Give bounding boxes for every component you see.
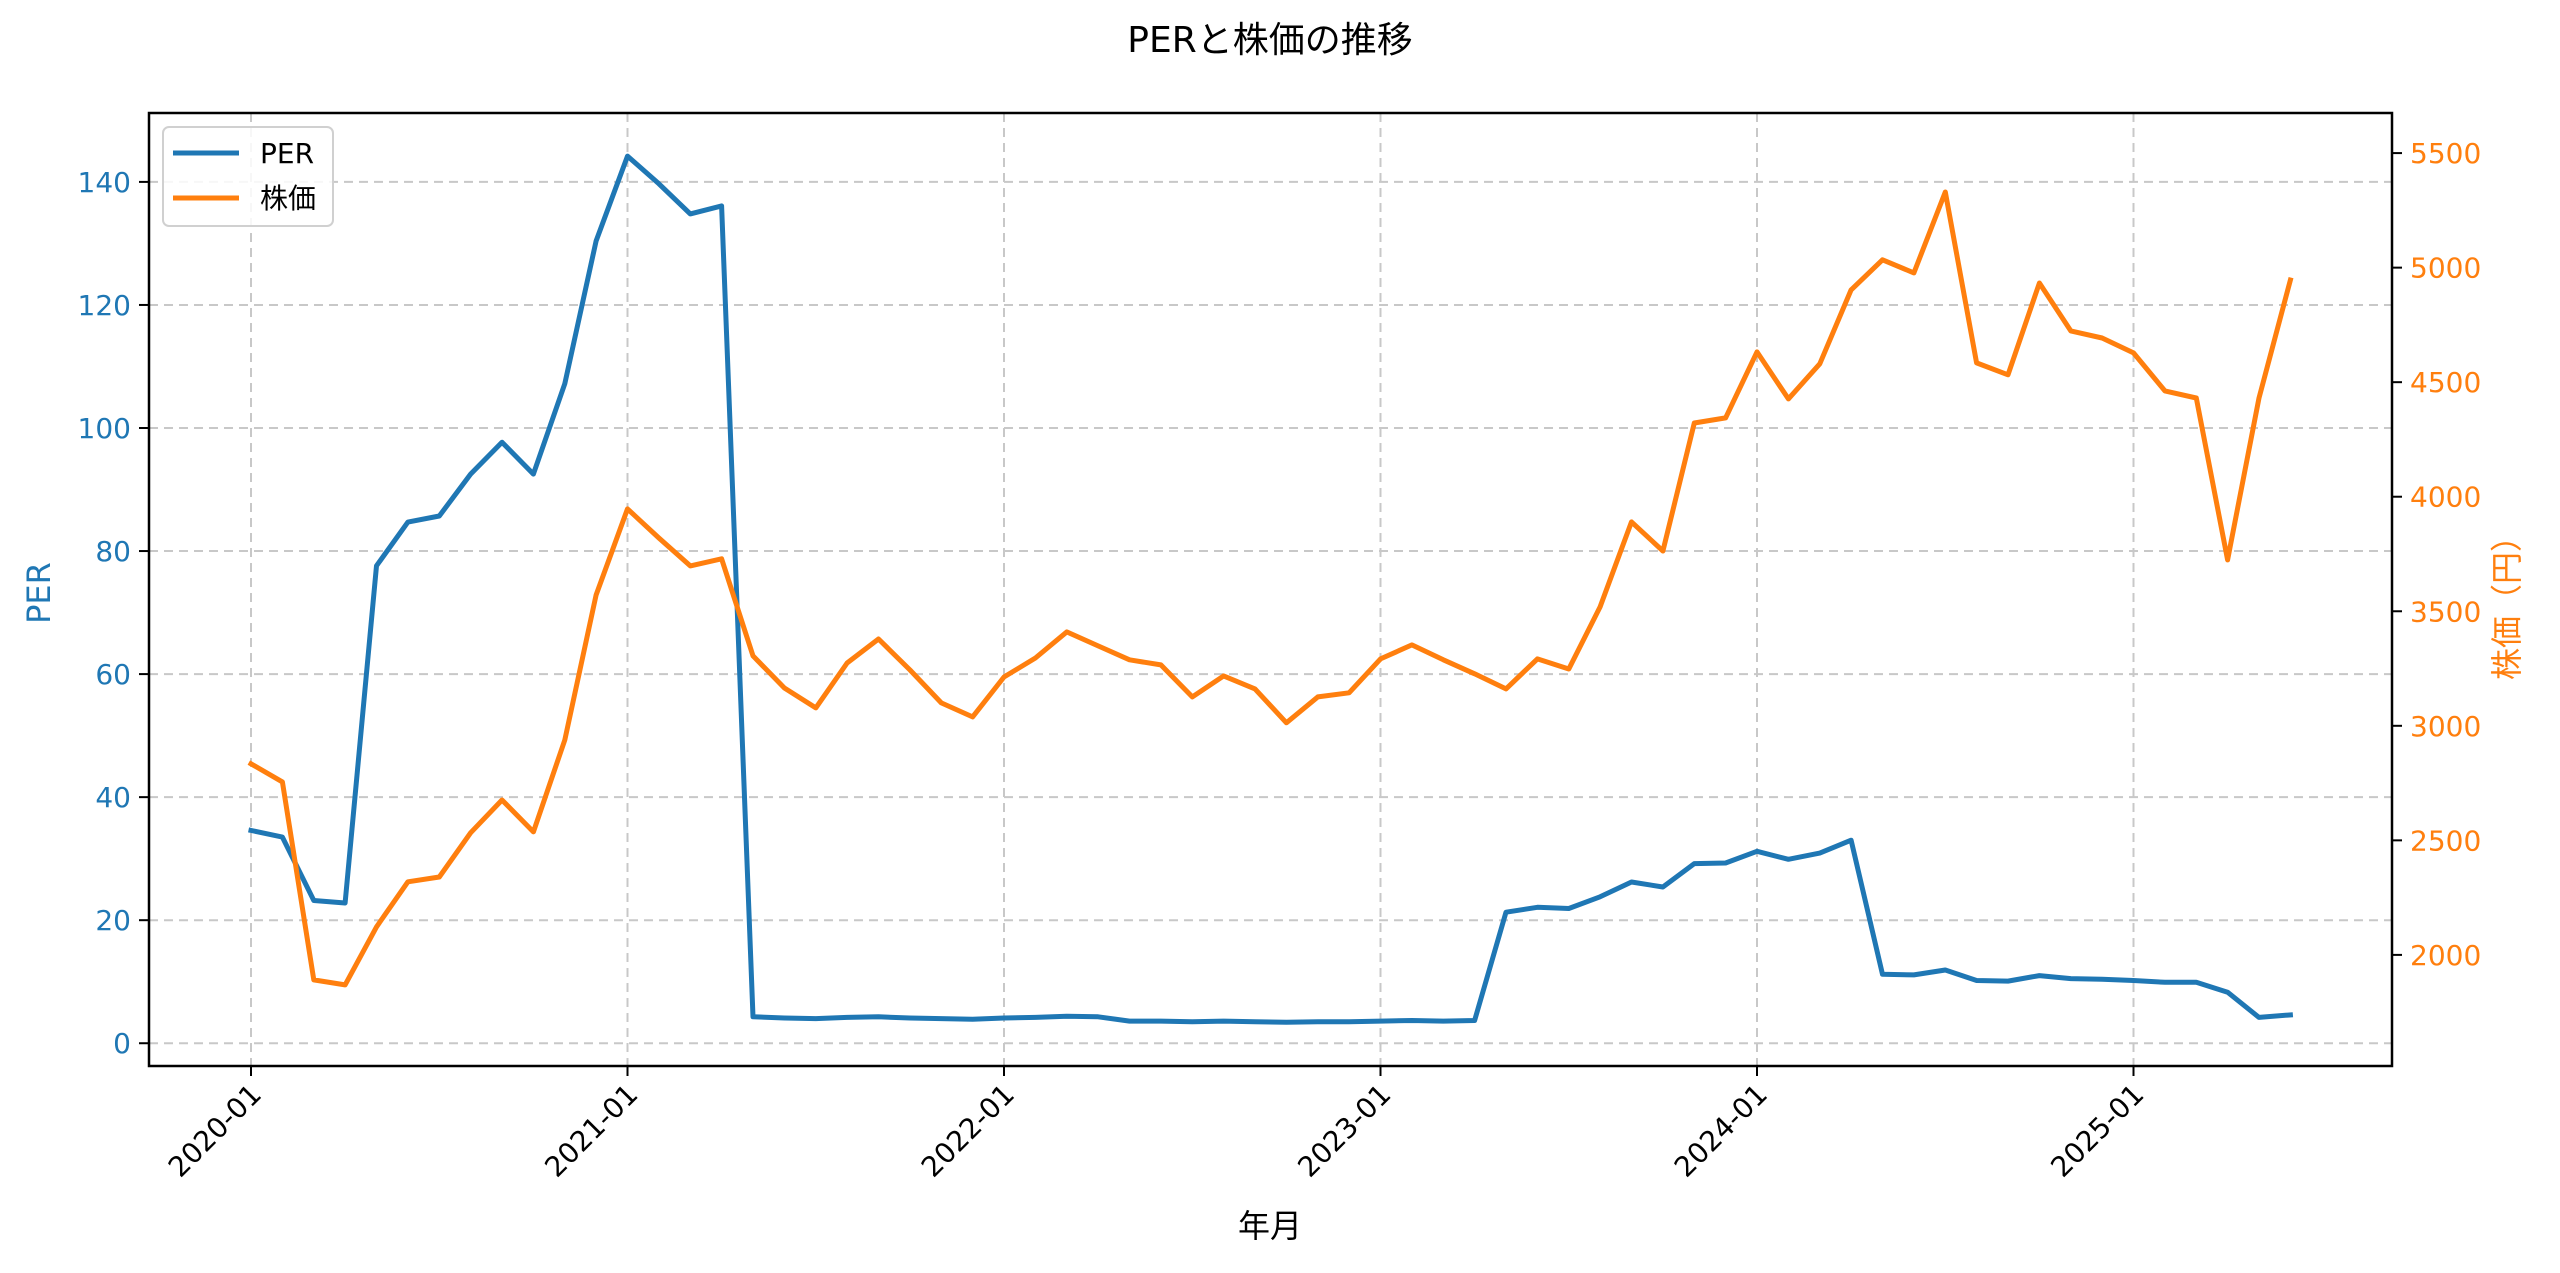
left-tick-label: 80: [95, 535, 131, 568]
right-tick-label: 4500: [2410, 366, 2481, 399]
x-axis: 2020-01 2021-01 2022-01 2023-01 2024-01 2025-…: [162, 1066, 2150, 1184]
legend-per-label: PER: [260, 137, 314, 170]
x-tick-label: 2020-01: [162, 1078, 268, 1184]
right-tick-label: 5000: [2410, 252, 2481, 285]
legend-price-label: 株価: [260, 182, 316, 215]
right-tick-label: 2000: [2410, 939, 2481, 972]
left-tick-label: 20: [95, 904, 131, 937]
plot-frame: [147, 111, 2394, 1068]
right-tick-label: 4000: [2410, 481, 2481, 514]
left-tick-label: 100: [78, 412, 131, 445]
series-lines: [247, 153, 2294, 1025]
left-y-axis: 0 20 40 60 80 100 120 140: [78, 166, 149, 1060]
right-y-axis: 2000 2500 3000 3500 4000 4500 5000 5500: [2392, 137, 2481, 972]
per-line: [248, 153, 2294, 1025]
right-tick-label: 3000: [2410, 710, 2481, 743]
left-tick-label: 140: [78, 166, 131, 199]
left-tick-label: 0: [113, 1027, 131, 1060]
right-tick-label: 3500: [2410, 595, 2481, 628]
x-tick-label: 2024-01: [1668, 1078, 1774, 1184]
chart-title: PERと株価の推移: [1127, 20, 1412, 61]
right-tick-label: 5500: [2410, 137, 2481, 170]
left-tick-label: 60: [95, 658, 131, 691]
x-tick-label: 2023-01: [1291, 1078, 1397, 1184]
x-tick-label: 2021-01: [538, 1078, 644, 1184]
right-tick-label: 2500: [2410, 824, 2481, 857]
price-line: [247, 189, 2294, 988]
legend: PER 株価: [162, 126, 334, 227]
left-tick-label: 120: [78, 289, 131, 322]
x-axis-title: 年月: [1238, 1207, 1302, 1245]
right-axis-title: 株価（円）: [2488, 520, 2526, 680]
grid-lines: [149, 113, 2392, 1066]
left-tick-label: 40: [95, 781, 131, 814]
x-tick-label: 2022-01: [915, 1078, 1021, 1184]
x-tick-label: 2025-01: [2044, 1078, 2150, 1184]
left-axis-title: PER: [20, 562, 58, 624]
